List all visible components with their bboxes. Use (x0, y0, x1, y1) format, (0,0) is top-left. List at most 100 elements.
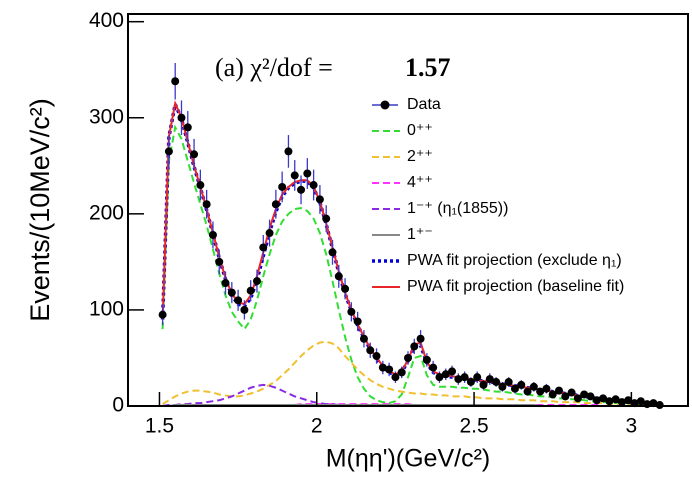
data-point (536, 387, 545, 396)
data-point (523, 387, 532, 396)
legend-label: PWA fit projection (baseline fit) (407, 278, 624, 295)
data-point (385, 365, 394, 374)
y-tick-label: 100 (89, 297, 124, 320)
data-point (265, 229, 274, 238)
data-point (309, 181, 318, 190)
data-point (177, 113, 186, 122)
data-point (297, 185, 306, 194)
data-point (208, 230, 217, 239)
x-tick-label: 3 (626, 415, 638, 438)
data-point (416, 334, 425, 343)
data-point (611, 395, 620, 404)
data-point (441, 370, 450, 379)
y-tick-label: 300 (89, 105, 124, 128)
chi2-value: 1.57 (405, 53, 451, 82)
legend-label: 1⁺⁻ (407, 226, 433, 243)
plot-frame (127, 13, 689, 407)
annotation: (a) χ²/dof = (215, 53, 333, 82)
data-point (548, 390, 557, 399)
data-point (561, 392, 570, 401)
y-tick-label: 0 (112, 394, 124, 417)
data-point (529, 382, 538, 391)
data-point (448, 367, 457, 376)
data-point (202, 200, 211, 209)
x-tick-label: 2 (311, 415, 323, 438)
data-point (259, 243, 268, 252)
data-point (391, 373, 400, 382)
data-point (498, 382, 507, 391)
data-point (479, 380, 488, 389)
y-axis-label: Events/(10MeV/c²) (25, 98, 55, 322)
data-point (190, 150, 199, 159)
data-point (215, 257, 224, 266)
data-point (599, 394, 608, 403)
data-point (636, 397, 645, 406)
data-point (221, 279, 230, 288)
data-point (624, 396, 633, 405)
data-point (397, 368, 406, 377)
data-point (372, 352, 381, 361)
data-point (473, 373, 482, 382)
data-point (353, 317, 362, 326)
data-point (303, 169, 312, 178)
data-point (315, 195, 324, 204)
data-point (404, 353, 412, 362)
data-point (555, 386, 564, 395)
data-point (605, 397, 614, 406)
data-point (246, 286, 255, 295)
legend-label: 1⁻⁺ (η₁(1855)) (407, 200, 508, 217)
data-point (359, 334, 368, 343)
y-tick-label: 200 (89, 201, 124, 224)
data-point (164, 147, 173, 156)
data-point (240, 305, 249, 314)
x-axis-label: M(ηη')(GeV/c²) (326, 445, 491, 473)
data-point (492, 377, 501, 386)
legend-label: 2⁺⁺ (407, 148, 433, 165)
data-point (435, 373, 444, 382)
data-point (196, 181, 205, 190)
data-point (366, 346, 375, 355)
data-point (454, 375, 463, 384)
data-point (234, 296, 243, 305)
data-point (341, 284, 350, 293)
data-point (227, 288, 236, 297)
data-point (617, 398, 626, 407)
data-point (542, 384, 551, 393)
x-tick-label: 2.5 (459, 415, 488, 438)
data-point (183, 123, 192, 132)
data-point (460, 373, 469, 382)
data-point (422, 355, 431, 364)
legend-label: Data (407, 96, 441, 113)
data-point (278, 182, 287, 191)
legend-label: 4⁺⁺ (407, 174, 433, 191)
data-point (429, 363, 438, 372)
data-point (586, 392, 595, 401)
data-point (252, 277, 261, 286)
data-point (466, 377, 475, 386)
legend-swatch (380, 100, 390, 110)
data-point (485, 375, 494, 384)
legend-label: 0⁺⁺ (407, 122, 433, 139)
data-point (504, 377, 513, 386)
x-tick-label: 1.5 (145, 415, 174, 438)
data-point (322, 214, 331, 223)
data-point (378, 363, 387, 372)
legend-label: PWA fit projection (exclude η₁) (407, 252, 622, 269)
y-tick-label: 400 (89, 9, 124, 32)
data-point (158, 310, 167, 319)
data-point (271, 200, 280, 209)
data-point (334, 272, 343, 281)
data-point (410, 342, 419, 351)
data-point (573, 394, 582, 403)
data-point (592, 396, 601, 405)
data-point (510, 384, 519, 393)
data-point (328, 248, 337, 257)
data-point (567, 388, 576, 397)
data-point (580, 390, 589, 399)
data-point (347, 307, 356, 316)
data-point (517, 380, 526, 389)
data-point (284, 147, 293, 156)
data-point (290, 171, 299, 180)
data-point (171, 77, 180, 86)
